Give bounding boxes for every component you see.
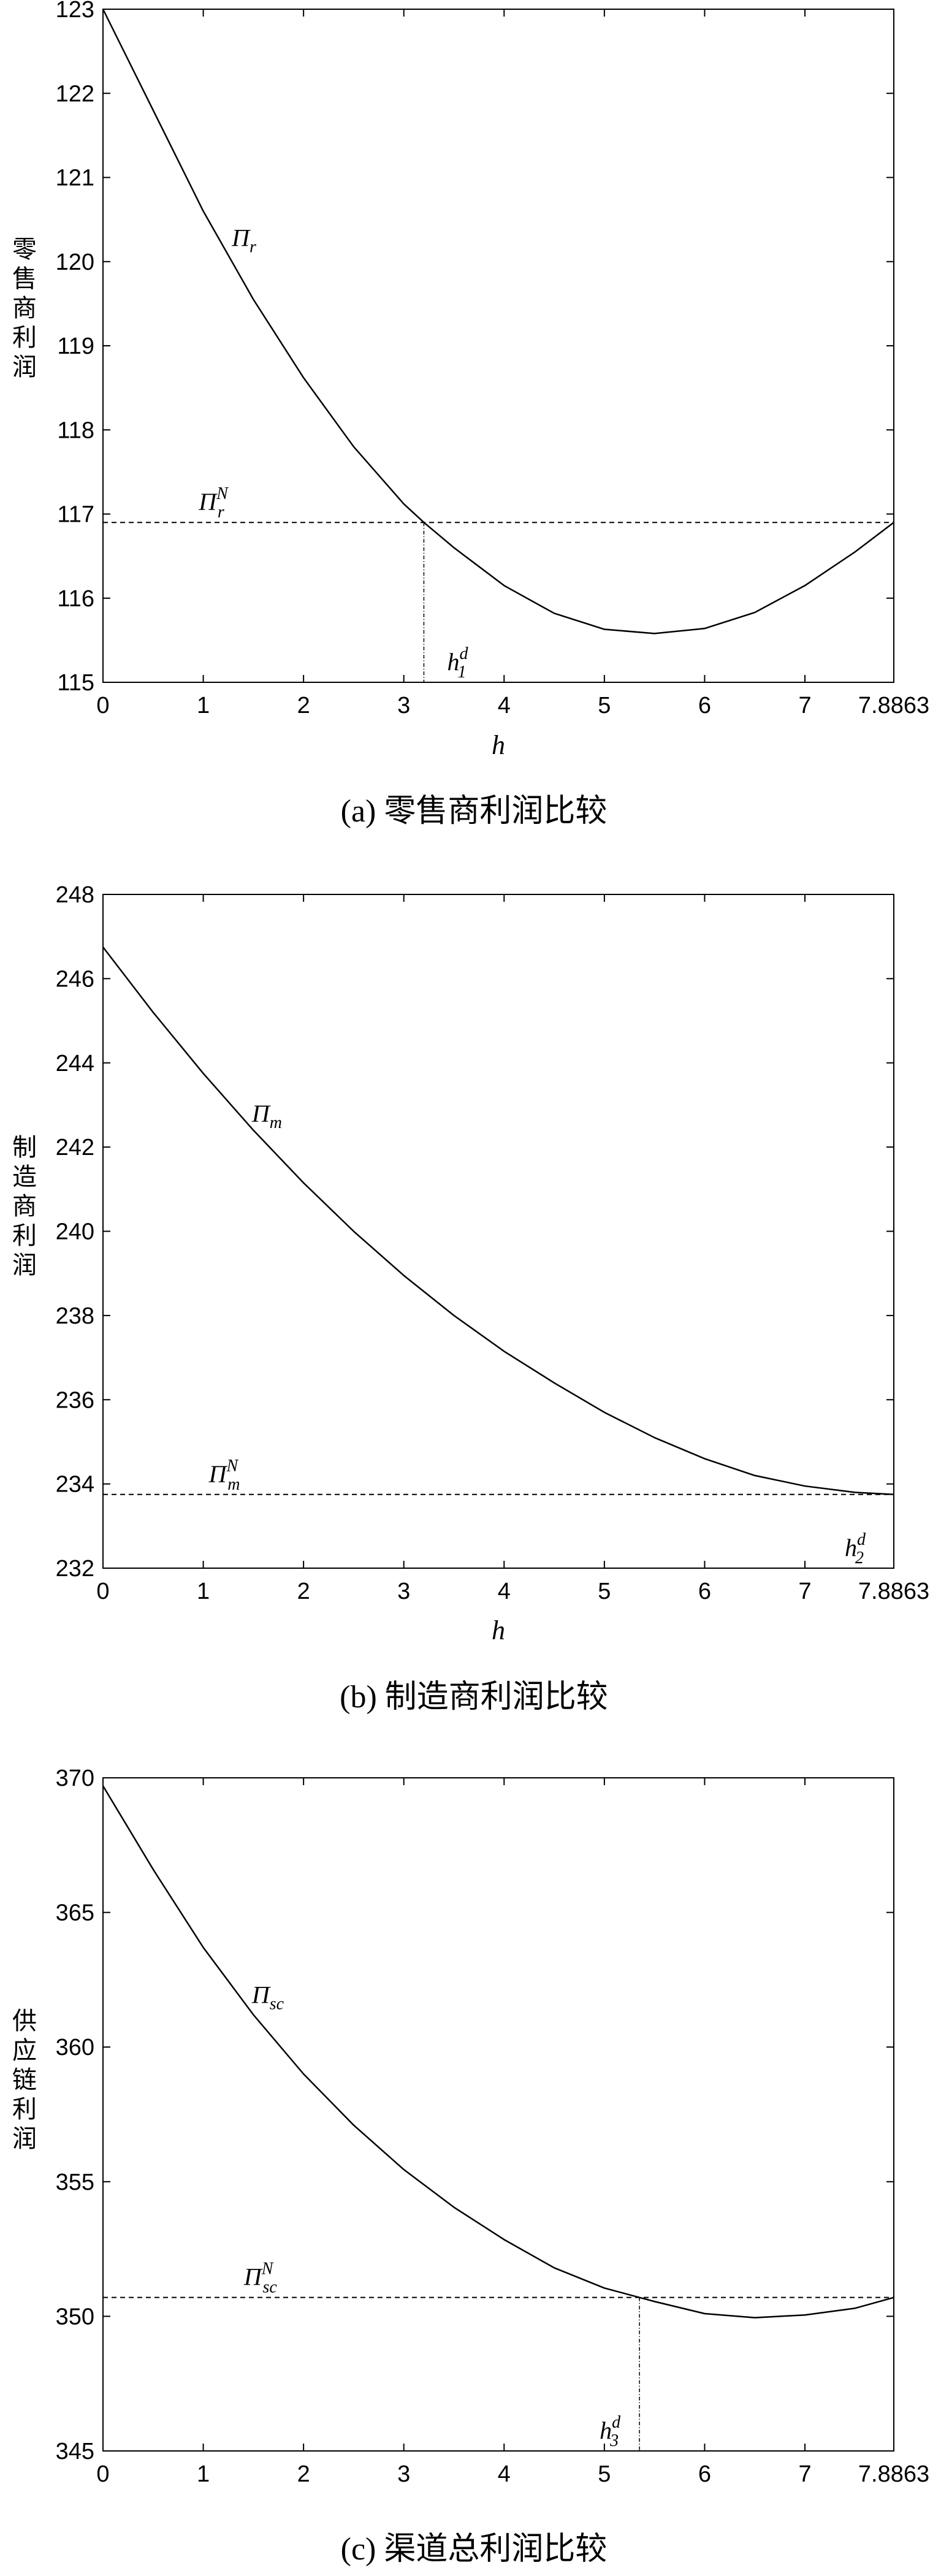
plot-frame [102,1777,894,2452]
y-tick-label: 248 [56,882,94,908]
x-tick-label: 5 [598,693,611,718]
x-tick-label: 6 [698,693,711,718]
x-tick-label: 3 [397,693,410,718]
y-axis-label-char: 润 [12,2125,37,2153]
y-axis-label-char: 应 [12,2037,37,2065]
y-axis-label-char: 商 [12,1192,37,1221]
x-tick-label: 7 [798,1579,811,1604]
chart-panel-1: 0 1 2 3 4 5 6 7 7.886311511611711811912012112212… [12,0,929,829]
marker-label: hd 1 [447,644,468,682]
x-tick-label: 4 [498,1579,511,1604]
y-axis-label-char: 润 [12,353,37,381]
x-tick-label: 7.8863 [858,693,929,718]
marker-label: hd 3 [600,2413,621,2450]
y-tick-label: 123 [56,0,94,23]
series-line [102,1785,894,2319]
figure-caption: (a) 零售商利润比较 [341,794,608,829]
y-tick-label: 370 [56,1766,94,1791]
curve-label: Πr [231,224,256,257]
y-axis-label-char: 利 [12,2095,37,2124]
x-tick-label: 2 [297,1579,310,1604]
y-axis-label-char: 利 [12,324,37,352]
x-tick-label: 3 [397,2461,410,2487]
x-tick-label: 6 [698,2461,711,2487]
x-tick-label: 4 [498,2461,511,2487]
x-tick-label: 7 [798,693,811,718]
figure-caption: (b) 制造商利润比较 [340,1680,608,1715]
y-axis-label-char: 商 [12,294,37,322]
x-tick-label: 2 [297,2461,310,2487]
y-axis-label-char: 链 [12,2066,37,2094]
x-axis-label: h [492,730,505,760]
y-axis-label-char: 造 [12,1163,37,1191]
y-tick-label: 365 [56,1900,94,1926]
curve-label: Πsc [251,1981,284,2014]
x-tick-label: 1 [197,693,210,718]
y-tick-label: 234 [56,1472,94,1498]
y-tick-label: 238 [56,1303,94,1329]
reference-line-label: ΠN r [198,484,229,522]
y-tick-label: 240 [56,1219,94,1245]
y-tick-label: 350 [56,2304,94,2330]
x-tick-label: 7.8863 [858,1579,929,1604]
y-tick-label: 118 [57,417,94,443]
chart-panel-2: 0 1 2 3 4 5 6 7 7.886323223423623824024224424624… [12,882,929,1715]
y-tick-label: 116 [57,586,94,612]
x-tick-label: 2 [297,693,310,718]
y-tick-label: 345 [56,2439,94,2464]
x-tick-label: 0 [96,1579,109,1604]
reference-line-label: ΠN sc [243,2260,277,2297]
y-tick-label: 355 [56,2170,94,2195]
y-tick-label: 120 [56,250,94,275]
y-tick-label: 236 [56,1387,94,1413]
y-tick-label: 244 [56,1051,94,1077]
x-tick-label: 0 [96,2461,109,2487]
x-tick-label: 7.8863 [858,2461,929,2487]
y-axis-label-char: 售 [12,265,37,293]
curve-label: Πm [251,1100,282,1132]
x-tick-label: 5 [598,2461,611,2487]
x-tick-label: 4 [498,693,511,718]
chart-panel-3: 0 1 2 3 4 5 6 7 7.8863345350355360365370供应链利润Πsc… [12,1766,929,2567]
marker-label: hd 2 [845,1530,866,1568]
x-tick-label: 6 [698,1579,711,1604]
series-line [102,947,894,1496]
y-tick-label: 122 [56,81,94,107]
y-axis-label-char: 制 [12,1134,37,1162]
x-tick-label: 1 [197,1579,210,1604]
reference-line-label: ΠN m [208,1457,240,1494]
x-tick-label: 5 [598,1579,611,1604]
x-tick-label: 0 [96,693,109,718]
y-tick-label: 246 [56,966,94,992]
series-line [102,9,894,634]
y-axis-label-char: 供 [12,2007,37,2035]
x-tick-label: 3 [397,1579,410,1604]
y-axis-label-char: 零 [12,235,37,264]
figure-caption: (c) 渠道总利润比较 [341,2532,608,2567]
y-axis-label-char: 利 [12,1222,37,1250]
x-axis-label: h [492,1615,505,1645]
y-tick-label: 360 [56,2035,94,2060]
y-axis-label-char: 润 [12,1251,37,1279]
y-tick-label: 115 [57,670,94,696]
y-tick-label: 242 [56,1135,94,1160]
y-tick-label: 117 [57,502,94,528]
y-tick-label: 121 [56,166,94,191]
y-tick-label: 119 [57,333,94,359]
x-tick-label: 1 [197,2461,210,2487]
x-tick-label: 7 [798,2461,811,2487]
y-tick-label: 232 [56,1556,94,1582]
